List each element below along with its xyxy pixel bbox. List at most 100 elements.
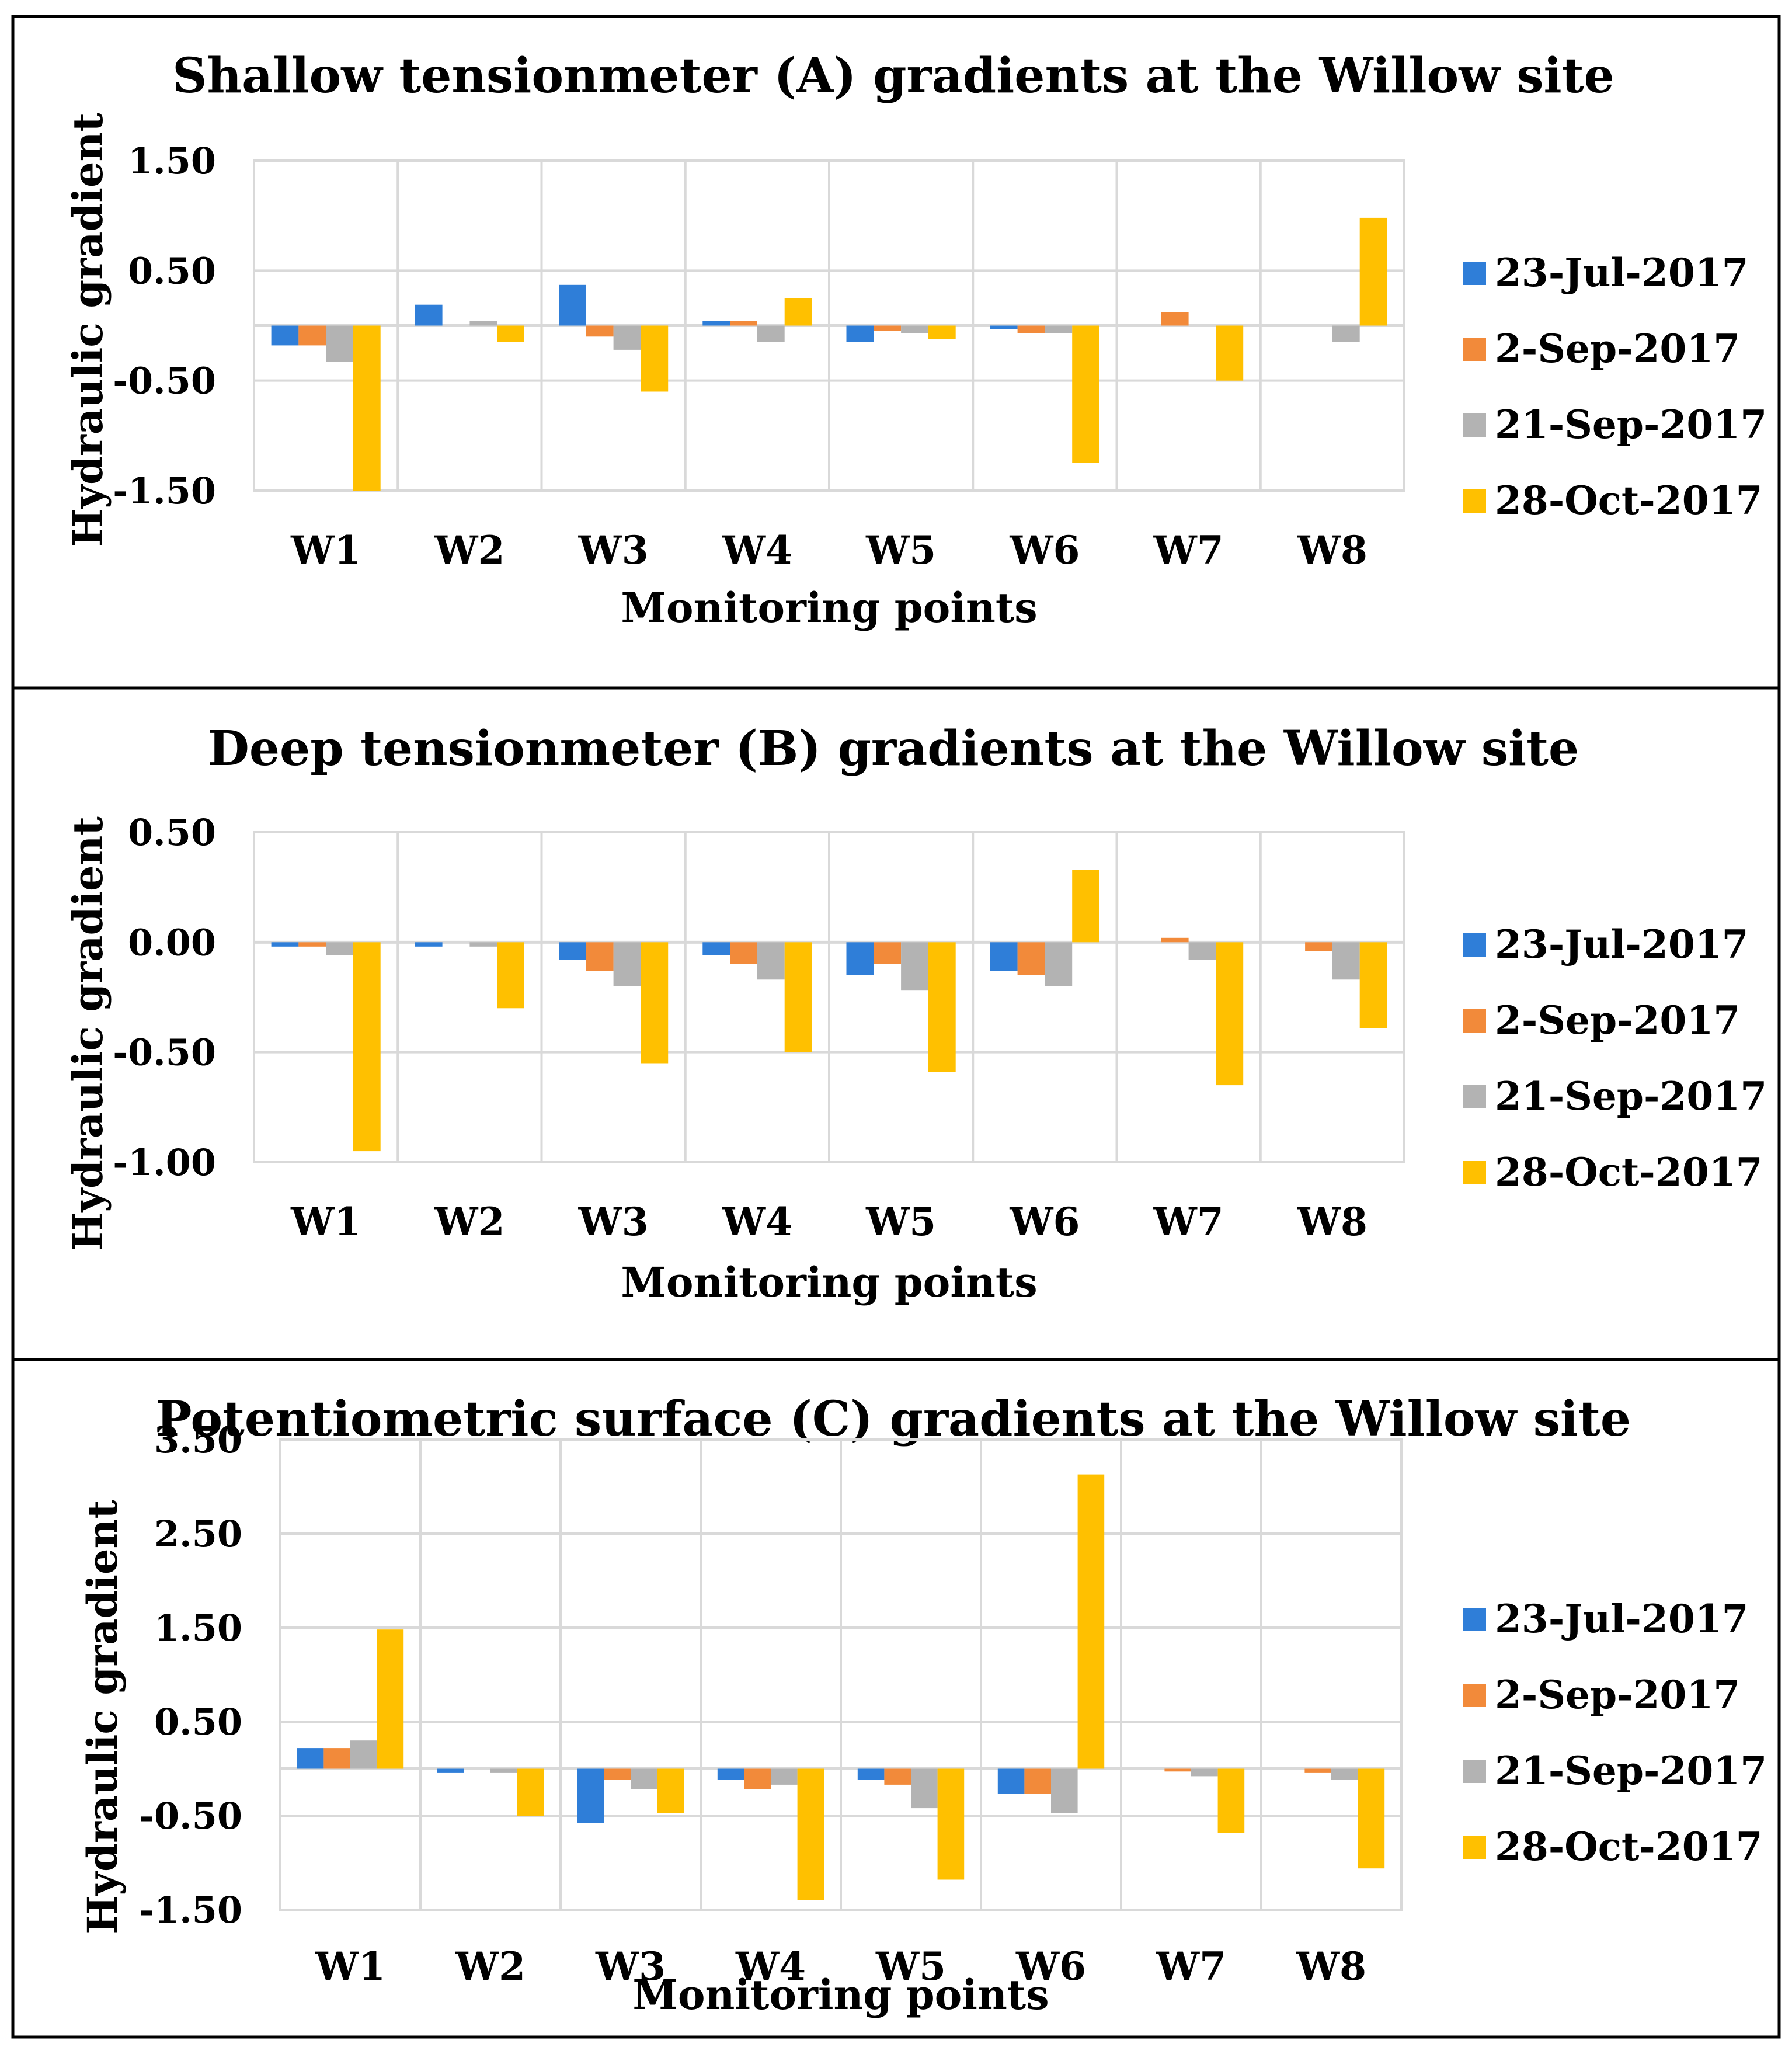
bar-2-sep-2017-w4 [730, 942, 757, 964]
x-tick-label: W1 [315, 1944, 385, 1989]
legend-swatch [1463, 933, 1486, 957]
bar-2-sep-2017-w5 [884, 1768, 911, 1785]
bar-23-jul-2017-w3 [577, 1768, 604, 1823]
bar-21-sep-2017-w3 [613, 325, 641, 350]
bar-2-sep-2017-w7 [1164, 1768, 1191, 1772]
x-tick-label: W5 [865, 527, 936, 573]
y-axis-label: Hydraulic gradient [64, 816, 112, 1251]
x-tick-label: W8 [1297, 1199, 1368, 1245]
panel-border [11, 1358, 1781, 2039]
x-tick-label: W8 [1296, 1944, 1366, 1989]
x-tick-label: W2 [434, 1199, 504, 1245]
bar-28-oct-2017-w4 [784, 942, 812, 1052]
x-tick-label: W5 [875, 1944, 946, 1989]
legend-swatch [1463, 1760, 1486, 1783]
bar-21-sep-2017-w5 [911, 1768, 938, 1809]
x-tick-label: W2 [455, 1944, 526, 1989]
bar-21-sep-2017-w6 [1045, 942, 1073, 986]
bar-2-sep-2017-w8 [1305, 942, 1332, 951]
y-tick-label: -0.50 [139, 1795, 242, 1837]
bar-23-jul-2017-w6 [990, 325, 1018, 329]
x-tick-label: W7 [1153, 1199, 1224, 1245]
bar-21-sep-2017-w8 [1332, 942, 1360, 980]
bar-23-jul-2017-w6 [990, 942, 1018, 971]
bar-2-sep-2017-w1 [298, 942, 326, 947]
y-tick-label: 1.50 [128, 140, 216, 182]
y-tick-label: -0.50 [113, 360, 216, 402]
legend-label: 23-Jul-2017 [1495, 250, 1749, 296]
bar-28-oct-2017-w1 [353, 325, 381, 491]
y-tick-label: 0.00 [128, 921, 216, 964]
bar-28-oct-2017-w3 [657, 1768, 684, 1813]
x-tick-label: W3 [578, 1199, 649, 1245]
y-tick-label: 3.50 [154, 1419, 242, 1461]
bar-28-oct-2017-w1 [377, 1629, 404, 1769]
bar-2-sep-2017-w3 [586, 325, 614, 337]
x-tick-label: W6 [1009, 527, 1080, 573]
x-axis-label: Monitoring points [632, 1970, 1049, 2019]
bar-28-oct-2017-w2 [497, 325, 524, 342]
bar-2-sep-2017-w4 [744, 1768, 771, 1789]
y-tick-label: 2.50 [154, 1513, 242, 1555]
bar-23-jul-2017-w5 [846, 942, 874, 975]
bar-2-sep-2017-w6 [1017, 942, 1045, 975]
chart-title: Potentiometric surface (C) gradients at … [156, 1391, 1631, 1447]
bar-28-oct-2017-w4 [784, 298, 812, 326]
legend-swatch [1463, 413, 1486, 437]
bar-2-sep-2017-w7 [1161, 312, 1189, 326]
legend-label: 23-Jul-2017 [1495, 922, 1749, 967]
bar-28-oct-2017-w2 [497, 942, 524, 1009]
bar-2-sep-2017-w6 [1024, 1768, 1051, 1794]
bar-28-oct-2017-w8 [1359, 217, 1387, 326]
bar-28-oct-2017-w8 [1358, 1768, 1385, 1869]
bar-23-jul-2017-w4 [702, 321, 730, 326]
y-axis-label: Hydraulic gradient [64, 113, 112, 547]
x-tick-label: W4 [735, 1944, 806, 1989]
bar-23-jul-2017-w1 [271, 942, 299, 947]
bar-23-jul-2017-w3 [559, 284, 586, 326]
legend-swatch [1463, 1836, 1486, 1859]
bar-2-sep-2017-w8 [1304, 1768, 1331, 1773]
bar-2-sep-2017-w4 [730, 321, 757, 326]
bar-23-jul-2017-w5 [846, 325, 874, 342]
bar-2-sep-2017-w7 [1161, 937, 1189, 943]
y-tick-label: -0.50 [113, 1031, 216, 1074]
bar-28-oct-2017-w1 [353, 942, 381, 1152]
panel-a: Shallow tensionmeter (A) gradients at th… [11, 15, 1781, 690]
x-axis-label: Monitoring points [621, 1258, 1037, 1306]
panel-c: Potentiometric surface (C) gradients at … [11, 1358, 1781, 2039]
bar-28-oct-2017-w3 [641, 325, 669, 392]
legend-swatch [1463, 1085, 1486, 1108]
x-tick-label: W3 [595, 1944, 666, 1989]
bar-28-oct-2017-w2 [517, 1768, 544, 1816]
bar-28-oct-2017-w6 [1072, 870, 1099, 943]
y-tick-label: -1.50 [113, 470, 216, 512]
legend-label: 2-Sep-2017 [1495, 998, 1740, 1043]
x-axis-label: Monitoring points [621, 583, 1037, 632]
legend-label: 2-Sep-2017 [1495, 1672, 1740, 1718]
legend-swatch [1463, 1009, 1486, 1033]
bar-2-sep-2017-w5 [874, 942, 902, 964]
legend-swatch [1463, 1684, 1486, 1707]
bar-28-oct-2017-w5 [937, 1768, 965, 1880]
legend-label: 28-Oct-2017 [1495, 478, 1763, 523]
y-tick-label: 0.50 [128, 811, 216, 854]
bar-21-sep-2017-w3 [631, 1768, 657, 1789]
bar-2-sep-2017-w3 [586, 942, 614, 971]
legend-label: 21-Sep-2017 [1495, 1748, 1767, 1794]
y-tick-label: 0.50 [128, 249, 216, 292]
bar-23-jul-2017-w1 [271, 325, 299, 346]
legend-label: 21-Sep-2017 [1495, 1073, 1767, 1119]
bar-28-oct-2017-w3 [641, 942, 669, 1064]
bar-21-sep-2017-w2 [490, 1768, 517, 1773]
y-tick-label: 0.50 [154, 1701, 242, 1743]
bar-21-sep-2017-w6 [1051, 1768, 1078, 1813]
legend-label: 28-Oct-2017 [1495, 1149, 1763, 1195]
x-tick-label: W1 [290, 527, 361, 573]
legend-swatch [1463, 1161, 1486, 1184]
y-tick-label: 1.50 [154, 1607, 242, 1649]
x-tick-label: W4 [722, 527, 792, 573]
x-tick-label: W1 [290, 1199, 361, 1245]
bar-21-sep-2017-w2 [469, 942, 497, 947]
legend-swatch [1463, 262, 1486, 285]
